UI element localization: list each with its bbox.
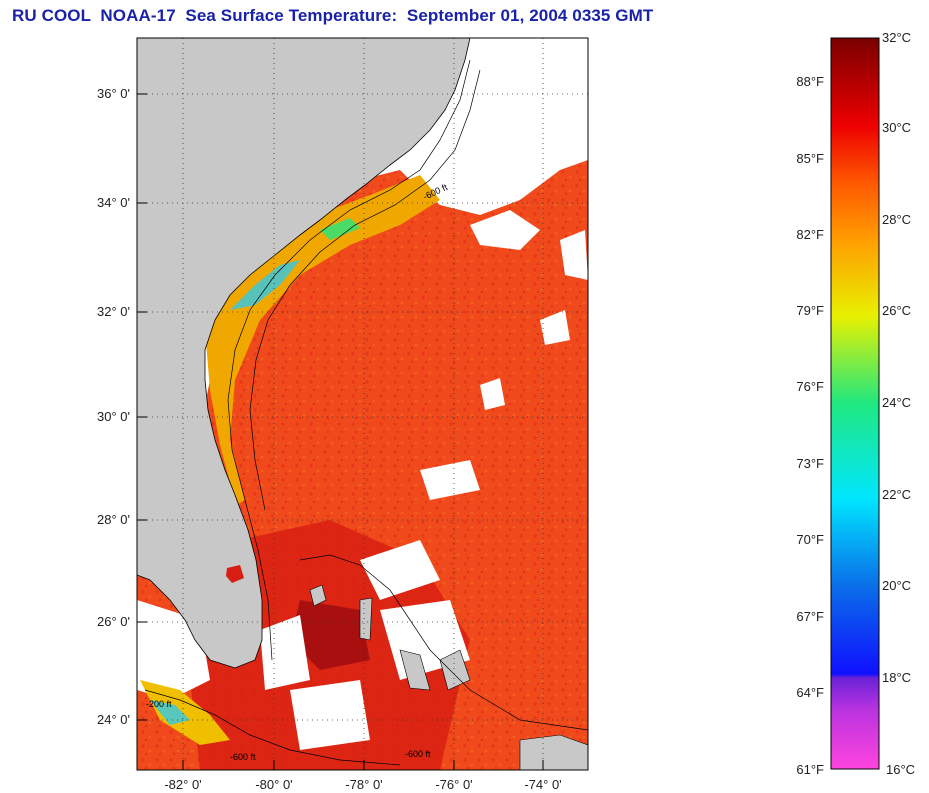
lake-okeechobee bbox=[226, 565, 244, 583]
bahamas-island bbox=[359, 597, 373, 641]
lat-label: 28° 0' bbox=[97, 512, 130, 527]
lat-label: 36° 0' bbox=[97, 86, 130, 101]
lon-label: -82° 0' bbox=[164, 777, 202, 792]
colorbar-c-label: 32°C bbox=[882, 30, 912, 45]
lat-label: 34° 0' bbox=[97, 195, 130, 210]
colorbar-c-label: 26°C bbox=[882, 303, 912, 318]
lon-label: -76° 0' bbox=[435, 777, 473, 792]
cloud-patch bbox=[540, 310, 570, 345]
lat-label: 26° 0' bbox=[97, 614, 130, 629]
cloud-patch bbox=[290, 680, 370, 750]
colorbar-f-label: 85°F bbox=[796, 151, 824, 166]
colorbar-f-label: 70°F bbox=[796, 532, 824, 547]
colorbar-c-label: 16°C bbox=[886, 762, 916, 777]
map-area bbox=[137, 38, 588, 770]
colorbar-f-label: 64°F bbox=[796, 685, 824, 700]
cloud-patch bbox=[480, 378, 505, 410]
contour-label: -600 ft bbox=[405, 749, 431, 759]
colorbar-f-label: 73°F bbox=[796, 456, 824, 471]
colorbar bbox=[830, 37, 880, 770]
map-frame bbox=[136, 37, 589, 771]
contour-line bbox=[299, 554, 588, 731]
contour-label: -200 ft bbox=[146, 699, 172, 709]
coastal-cold-patch bbox=[230, 260, 300, 310]
bahamas-island bbox=[399, 649, 431, 691]
cloud-patch bbox=[560, 230, 588, 280]
cloud-patch bbox=[420, 460, 480, 500]
colorbar-c-label: 20°C bbox=[882, 578, 912, 593]
colorbar-f-label: 82°F bbox=[796, 227, 824, 242]
colorbar-c-label: 22°C bbox=[882, 487, 912, 502]
contour-line bbox=[249, 69, 481, 511]
colorbar-f-label: 88°F bbox=[796, 74, 824, 89]
colorbar-c-label: 28°C bbox=[882, 212, 912, 227]
keys-cold-patch bbox=[150, 700, 190, 725]
cloud-patch bbox=[260, 615, 310, 690]
contour-line bbox=[144, 689, 401, 766]
map-title: RU COOL NOAA-17 Sea Surface Temperature:… bbox=[12, 6, 654, 25]
bahamas-island bbox=[439, 649, 471, 691]
colorbar-c-label: 30°C bbox=[882, 120, 912, 135]
colorbar-f-label: 76°F bbox=[796, 379, 824, 394]
colorbar-f-label: 67°F bbox=[796, 609, 824, 624]
land-mainland bbox=[137, 38, 471, 669]
lat-label: 24° 0' bbox=[97, 712, 130, 727]
colorbar-f-label: 79°F bbox=[796, 303, 824, 318]
cloud-patch bbox=[360, 540, 440, 600]
graticule bbox=[137, 38, 588, 770]
colorbar-f-label: 61°F bbox=[796, 762, 824, 777]
lon-label: -74° 0' bbox=[524, 777, 562, 792]
colorbar-c-label: 24°C bbox=[882, 395, 912, 410]
lon-label: -80° 0' bbox=[255, 777, 293, 792]
hot-patch bbox=[290, 600, 370, 670]
cuba-coast bbox=[519, 734, 588, 770]
lat-label: 30° 0' bbox=[97, 409, 130, 424]
cloud-patch bbox=[470, 210, 540, 250]
colorbar-c-label: 18°C bbox=[882, 670, 912, 685]
axis-ticks bbox=[137, 93, 544, 770]
bahamas-island bbox=[309, 584, 327, 607]
contour-label: -600 ft bbox=[230, 752, 256, 762]
keys-cool-band bbox=[140, 680, 230, 745]
coastal-cold-patch bbox=[320, 218, 360, 240]
lon-label: -78° 0' bbox=[345, 777, 383, 792]
lat-label: 32° 0' bbox=[97, 304, 130, 319]
contour-line bbox=[227, 59, 471, 661]
